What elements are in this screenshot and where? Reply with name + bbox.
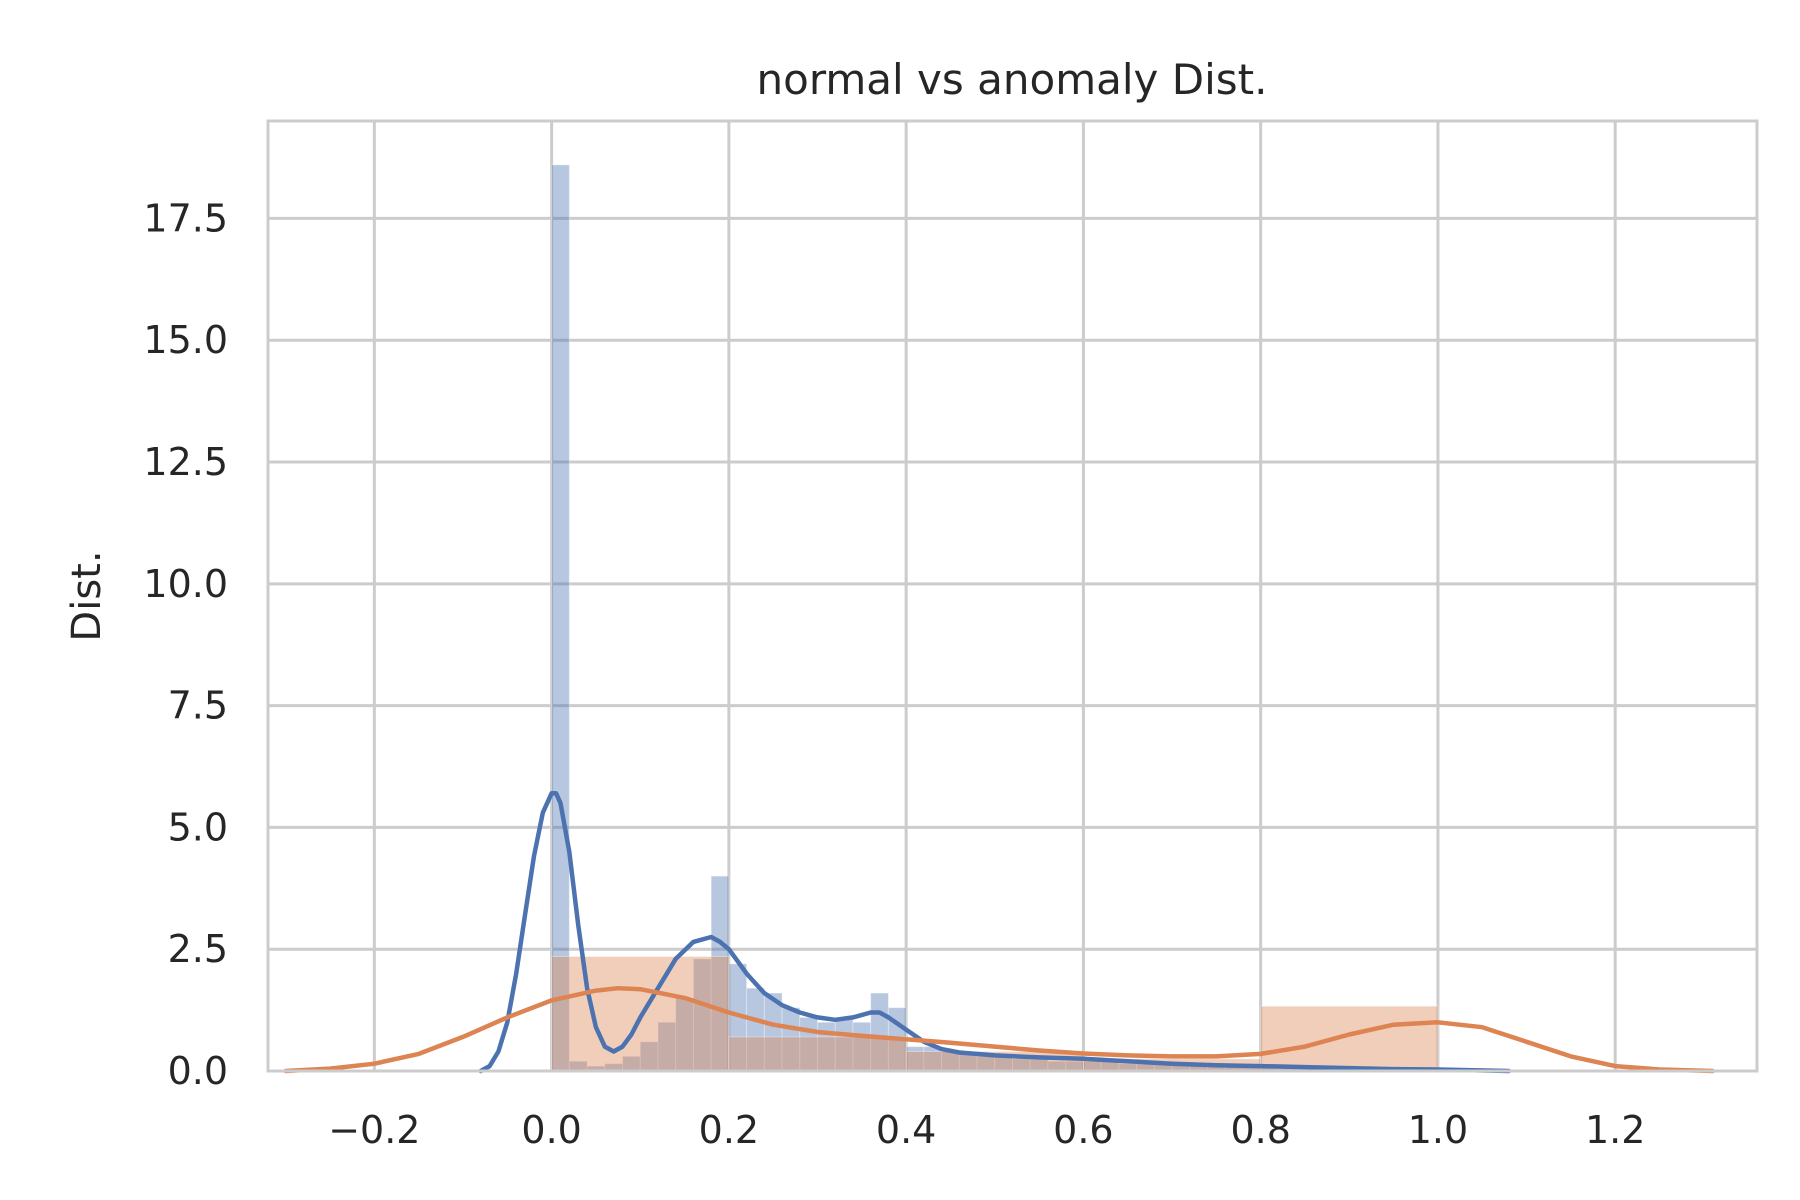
kde-curves — [283, 791, 1715, 1074]
x-tick-label: 0.4 — [876, 1108, 936, 1152]
x-tick-label: −0.2 — [328, 1108, 420, 1152]
y-tick-label: 10.0 — [143, 562, 228, 606]
anomaly-histogram-bar — [728, 1036, 907, 1072]
grid — [268, 121, 1757, 1073]
x-tick-label: 0.0 — [521, 1108, 581, 1152]
y-tick-label: 15.0 — [143, 318, 228, 362]
x-tick-label: 1.0 — [1408, 1108, 1468, 1152]
y-tick-label: 0.0 — [168, 1049, 228, 1093]
x-axis-ticks: −0.2 0.0 0.2 0.4 0.6 0.8 1.0 1.2 — [328, 1108, 1645, 1152]
y-tick-label: 2.5 — [168, 927, 228, 971]
normal-kde-line — [478, 791, 1512, 1074]
y-axis-label: Dist. — [64, 550, 110, 641]
plot-frame — [266, 119, 1759, 1073]
y-tick-label: 5.0 — [168, 805, 228, 849]
anomaly-kde-line — [283, 985, 1715, 1074]
y-tick-label: 17.5 — [143, 196, 228, 240]
x-tick-label: 1.2 — [1585, 1108, 1645, 1152]
y-tick-label: 7.5 — [168, 684, 228, 728]
y-tick-label: 12.5 — [143, 440, 228, 484]
normal-histogram — [551, 164, 1510, 1072]
x-tick-label: 0.8 — [1230, 1108, 1290, 1152]
chart-title: normal vs anomaly Dist. — [757, 55, 1268, 104]
normal-histogram-bar — [551, 164, 570, 1072]
x-tick-label: 0.6 — [1053, 1108, 1113, 1152]
x-tick-label: 0.2 — [699, 1108, 759, 1152]
y-axis-ticks: 0.0 2.5 5.0 7.5 10.0 12.5 15.0 17.5 — [143, 196, 228, 1093]
anomaly-histogram-bar — [1260, 1005, 1439, 1072]
